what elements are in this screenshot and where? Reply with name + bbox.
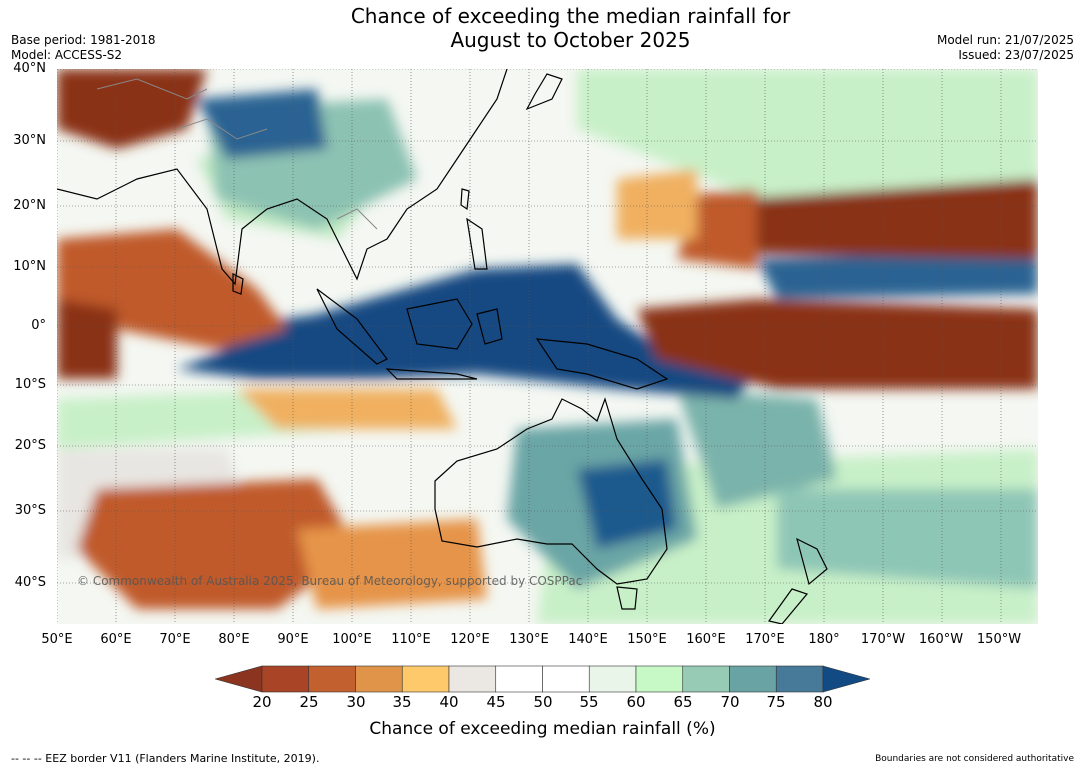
lon-label: 90°E — [277, 632, 309, 647]
lat-label: 10°S — [14, 377, 46, 392]
colorbar-tick: 40 — [439, 693, 459, 711]
meta-right: Model run: 21/07/2025 Issued: 23/07/2025 — [937, 33, 1074, 63]
colorbar-cell — [682, 665, 730, 693]
colorbar-cell — [775, 665, 824, 693]
colorbar-tick: 50 — [533, 693, 553, 711]
title-line-1: Chance of exceeding the median rainfall … — [350, 4, 791, 28]
colorbar-max-arrow — [822, 665, 870, 693]
meta-left: Base period: 1981-2018 Model: ACCESS-S2 — [11, 33, 156, 63]
coastlines — [57, 69, 828, 624]
lon-label: 130°E — [509, 632, 549, 647]
lon-label: 170°W — [860, 632, 906, 647]
colorbar-tick: 60 — [626, 693, 646, 711]
colorbar-tick: 80 — [813, 693, 833, 711]
colorbar-cell — [635, 665, 684, 693]
lon-label: 120°E — [450, 632, 490, 647]
eez-note: -- -- -- EEZ border V11 (Flanders Marine… — [11, 752, 320, 765]
lon-label: 70°E — [159, 632, 191, 647]
colorbar-min-arrow — [215, 665, 263, 693]
colorbar-cell — [401, 665, 450, 693]
country-borders — [96, 78, 378, 230]
colorbar-cell — [261, 665, 310, 693]
colorbar-cell — [448, 665, 497, 693]
colorbar-tick: 30 — [346, 693, 366, 711]
colorbar-cell — [308, 665, 356, 693]
colorbar-cell — [729, 665, 777, 693]
lon-label: 160°E — [686, 632, 726, 647]
colorbar-label: Chance of exceeding median rainfall (%) — [369, 719, 716, 739]
title-line-2: August to October 2025 — [450, 28, 691, 52]
lon-label: 150°W — [976, 632, 1022, 647]
lon-label: 60°E — [100, 632, 132, 647]
base-period: Base period: 1981-2018 — [11, 33, 156, 47]
lat-label: 0° — [31, 318, 46, 333]
rainfall-map — [57, 69, 1038, 624]
lat-label: 10°N — [13, 259, 46, 274]
colorbar-tick: 20 — [252, 693, 272, 711]
lon-label: 170°E — [745, 632, 785, 647]
colorbar-tick: 70 — [720, 693, 740, 711]
colorbar — [215, 665, 870, 693]
model-name: Model: ACCESS-S2 — [11, 48, 123, 62]
colorbar-cell — [542, 665, 590, 693]
issued-date: Issued: 23/07/2025 — [958, 48, 1074, 62]
chart-title: Chance of exceeding the median rainfall … — [0, 4, 1085, 52]
colorbar-tick: 55 — [579, 693, 599, 711]
colorbar-cell — [495, 665, 543, 693]
model-run: Model run: 21/07/2025 — [936, 33, 1074, 47]
lat-label: 40°S — [14, 575, 46, 590]
lon-label: 80°E — [218, 632, 250, 647]
colorbar-cell — [355, 665, 403, 693]
boundary-disclaimer: Boundaries are not considered authoritat… — [875, 754, 1074, 764]
lat-label: 40°N — [13, 61, 46, 76]
graticule — [57, 69, 1038, 624]
lon-label: 140°E — [568, 632, 608, 647]
lon-label: 160°W — [918, 632, 964, 647]
lat-label: 30°S — [14, 503, 46, 518]
copyright-watermark: © Commonwealth of Australia 2025, Bureau… — [77, 574, 583, 588]
colorbar-tick: 25 — [299, 693, 319, 711]
colorbar-tick: 45 — [486, 693, 506, 711]
colorbar-cell — [588, 665, 637, 693]
lon-label: 50°E — [41, 632, 73, 647]
lon-label: 110°E — [391, 632, 431, 647]
lon-label: 180° — [808, 632, 840, 647]
lat-label: 30°N — [13, 133, 46, 148]
colorbar-cells — [215, 665, 870, 693]
lat-label: 20°N — [13, 198, 46, 213]
lon-label: 100°E — [332, 632, 372, 647]
colorbar-tick: 75 — [766, 693, 786, 711]
colorbar-tick: 65 — [673, 693, 693, 711]
lat-label: 20°S — [14, 438, 46, 453]
colorbar-tick: 35 — [392, 693, 412, 711]
lon-label: 150°E — [627, 632, 667, 647]
